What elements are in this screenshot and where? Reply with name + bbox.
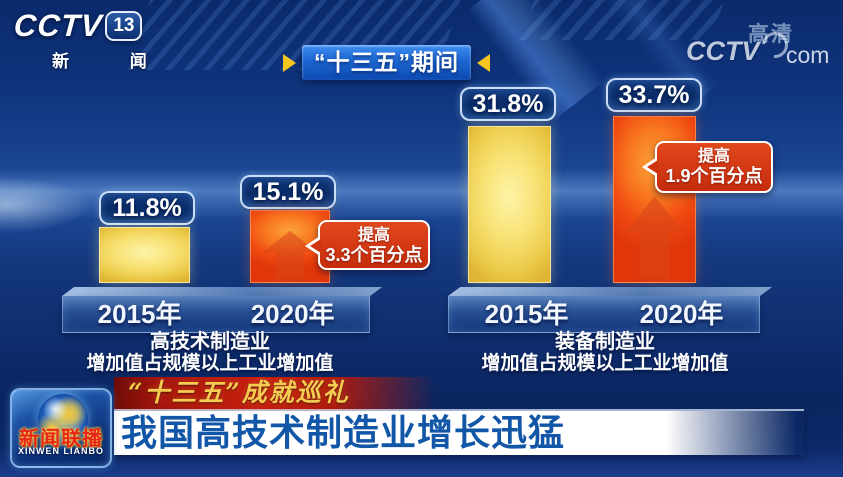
- channel-number-badge: 13: [105, 11, 143, 41]
- platform-top-face: [448, 287, 772, 296]
- period-banner: “十三五”期间: [283, 45, 490, 80]
- globe-icon: [38, 394, 88, 444]
- network-watermark: 高清 CCTV com: [686, 20, 838, 76]
- year-label-2015: 2015年: [484, 299, 569, 329]
- bar-group2-2020: [613, 116, 696, 283]
- year-label-2020: 2020年: [250, 299, 335, 329]
- channel-brand-text: CCTV: [12, 8, 104, 43]
- group1-subtitle: 增加值占规模以上工业增加值: [86, 353, 334, 374]
- hd-label: 高清: [748, 23, 794, 46]
- period-banner-label: “十三五”期间: [302, 45, 471, 80]
- platform-front-face: 2015年 2020年: [448, 296, 760, 333]
- program-logo: 新闻联播 XINWEN LIANBO: [10, 388, 112, 468]
- news-headline: 我国高技术制造业增长迅猛: [114, 411, 804, 455]
- watermark-brand-text: CCTV: [686, 36, 760, 66]
- callout-line2: 1.9个百分点: [665, 166, 763, 186]
- platform-front-face: 2015年 2020年: [62, 296, 371, 333]
- value-label-group2-2015: 31.8%: [460, 87, 556, 121]
- group1-title: 高技术制造业: [150, 331, 270, 353]
- value-label-group2-2020: 33.7%: [606, 78, 702, 112]
- axis-platform-group2: 2015年 2020年: [448, 287, 772, 333]
- value-label-group1-2015: 11.8%: [99, 191, 195, 225]
- axis-platform-group1: 2015年 2020年: [62, 287, 382, 333]
- year-label-2020: 2020年: [639, 299, 724, 329]
- year-label-2015: 2015年: [97, 299, 182, 329]
- value-label-group1-2020: 15.1%: [240, 175, 336, 209]
- arrow-right-icon: [283, 53, 296, 72]
- channel-name-text: 新 闻: [52, 52, 175, 71]
- bar-group1-2015: [99, 227, 190, 283]
- arrow-left-icon: [477, 53, 490, 72]
- bar-group2-2015: [468, 126, 551, 283]
- group1-caption: 高技术制造业 增加值占规模以上工业增加值: [45, 331, 375, 375]
- group2-title: 装备制造业: [555, 331, 655, 353]
- program-subtitle: XINWEN LIANBO: [18, 446, 104, 456]
- group2-subtitle: 增加值占规模以上工业增加值: [481, 353, 729, 374]
- platform-top-face: [62, 287, 382, 296]
- callout-line1: 提高: [697, 148, 730, 165]
- callout-line2: 3.3个百分点: [325, 245, 423, 265]
- increase-callout-group1: 提高 3.3个百分点: [305, 220, 430, 270]
- group2-caption: 装备制造业 增加值占规模以上工业增加值: [440, 331, 770, 375]
- up-arrow-icon: [626, 196, 683, 282]
- program-title: 新闻联播: [19, 428, 103, 450]
- channel-logo: CCTV 13 新 闻: [12, 8, 175, 72]
- callout-line1: 提高: [357, 227, 390, 244]
- series-ribbon: “十三五”成就巡礼: [114, 377, 436, 411]
- increase-callout-group2: 提高 1.9个百分点: [642, 141, 773, 193]
- watermark-domain-text: com: [786, 42, 830, 68]
